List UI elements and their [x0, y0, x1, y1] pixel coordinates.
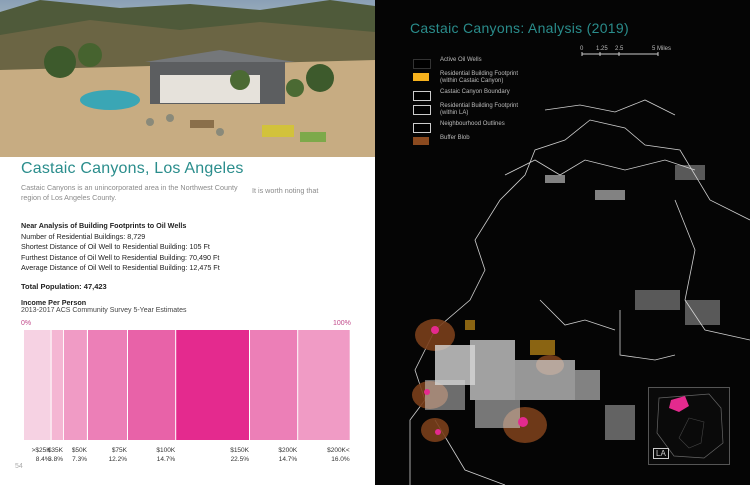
income-source: 2013-2017 ACS Community Survey 5-Year Es…: [21, 307, 187, 314]
income-category-label: >$25K: [32, 447, 52, 454]
income-bar-segment: [176, 330, 249, 440]
income-category-label: $75K: [112, 447, 128, 454]
legend-label: Neighbourhood Outlines: [440, 121, 505, 127]
income-bar-segment: [24, 330, 51, 440]
axis-max-label: 100%: [333, 320, 351, 327]
income-value-label: 3.8%: [48, 456, 63, 463]
inset-label: LA: [653, 448, 669, 459]
legend-label: Residential Building Footprint (within L…: [440, 103, 519, 116]
description: Castaic Canyons is an unincorporated are…: [21, 183, 238, 202]
income-value-label: 16.0%: [331, 456, 350, 463]
inset-highlight: [669, 396, 689, 412]
stat-line: Furthest Distance of Oil Well to Residen…: [21, 252, 220, 262]
income-category-label: $200K<: [327, 447, 350, 454]
legend-label: Castaic Canyon Boundary: [440, 89, 510, 95]
stat-line: Shortest Distance of Oil Well to Residen…: [21, 242, 210, 251]
income-value-label: 8.4%: [36, 456, 51, 463]
legend-label: Buffer Blob: [440, 135, 470, 141]
castaic-boundary: [409, 119, 750, 485]
axis-min-label: 0%: [21, 320, 32, 327]
scale-label: 1.25: [596, 46, 608, 52]
legend-swatch: [413, 137, 429, 145]
analysis-heading: Near Analysis of Building Footprints to …: [21, 221, 187, 230]
legend-label: Active Oil Wells: [440, 57, 482, 63]
legend-swatch: [413, 59, 431, 69]
legend-swatch: [413, 123, 431, 133]
income-value-label: 7.3%: [72, 456, 87, 463]
page-number: 54: [15, 463, 23, 470]
income-heading: Income Per Person: [21, 298, 87, 307]
analysis-map: [409, 99, 750, 485]
aerial-photo-illustration: [0, 0, 375, 157]
income-value-label: 14.7%: [157, 456, 176, 463]
income-bar-segment: [64, 330, 87, 440]
right-page: Castaic Canyons: Analysis (2019) 0 1.25 …: [375, 0, 750, 485]
income-bar-segment: [298, 330, 350, 440]
scale-label: 0: [580, 46, 584, 52]
left-page: Castaic Canyons, Los Angeles Castaic Can…: [0, 0, 375, 470]
legend-swatch: [413, 105, 431, 115]
income-value-label: 14.7%: [279, 456, 298, 463]
oil-wells: [424, 326, 528, 435]
income-category-label: $35K: [48, 447, 64, 454]
income-category-label: $150K: [230, 447, 249, 454]
income-chart: >$25K 8.4% $35K 3.8% $50K 7.3% $75K 12.2% $100K 1…: [24, 330, 350, 463]
buildings-castaic: [465, 320, 555, 355]
income-bar-segment: [51, 330, 64, 440]
income-bar-segment: [128, 330, 176, 440]
description-extra: It is worth noting that: [252, 186, 319, 195]
buildings-la: [425, 165, 720, 440]
total-population: Total Population: 47,423: [21, 282, 107, 291]
stat-line: Average Distance of Oil Well to Resident…: [21, 263, 220, 272]
income-value-label: 22.5%: [231, 456, 250, 463]
income-category-label: $50K: [72, 447, 88, 454]
legend-label: Residential Building Footprint (within C…: [440, 71, 519, 84]
map-title: Castaic Canyons: Analysis (2019): [410, 20, 629, 36]
scale-label: 5 Miles: [652, 46, 671, 52]
income-bar-segment: [88, 330, 127, 440]
aerial-photo: [0, 0, 375, 157]
scale-label: 2.5: [615, 46, 624, 52]
inset-map: LA: [648, 387, 730, 465]
income-category-label: $100K: [156, 447, 175, 454]
income-category-label: $200K: [278, 447, 297, 454]
legend-swatch: [413, 91, 431, 101]
analysis-stats: Near Analysis of Building Footprints to …: [21, 221, 220, 274]
legend-swatch: [413, 73, 429, 81]
inset-map-drawing: [656, 393, 724, 459]
income-bar-segment: [250, 330, 298, 440]
page-title: Castaic Canyons, Los Angeles: [21, 160, 244, 177]
income-value-label: 12.2%: [109, 456, 128, 463]
stat-line: Number of Residential Buildings: 8,729: [21, 231, 146, 241]
scale-bar: 0 1.25 2.5 5 Miles: [580, 46, 671, 56]
